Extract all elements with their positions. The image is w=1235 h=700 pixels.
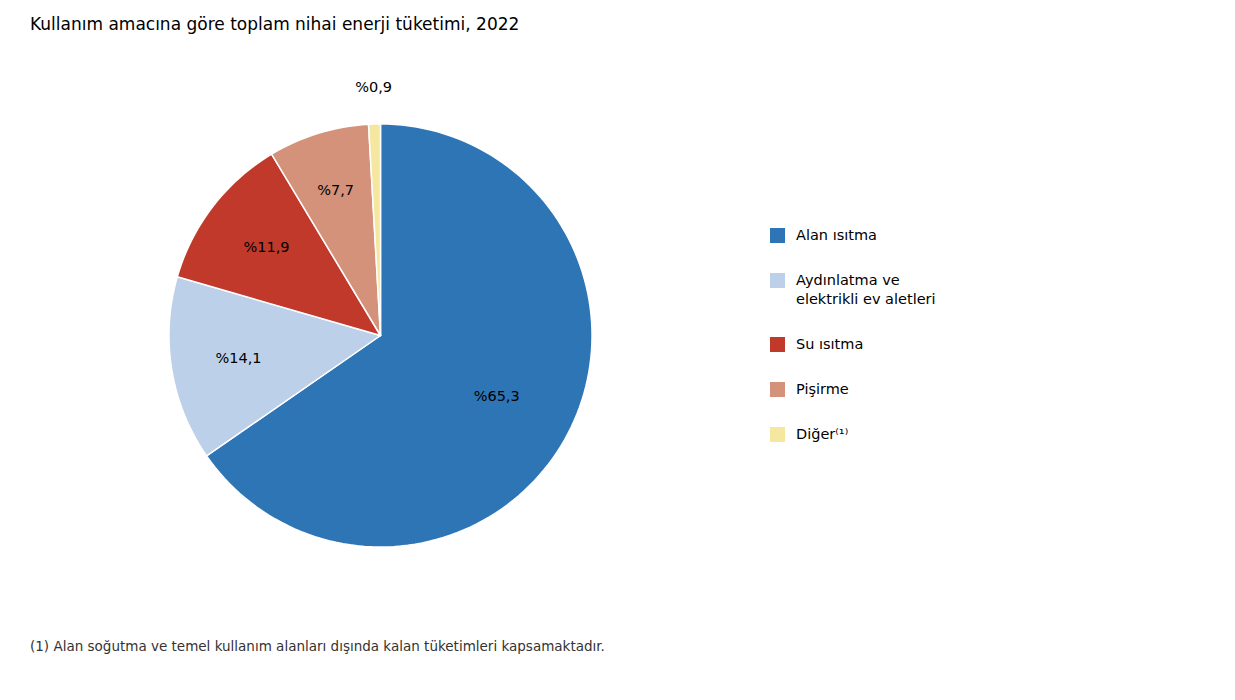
html-text:Aydınlatma ve elektrikli ev al: Aydınlatma ve elektrikli ev aletleri <box>796 272 936 308</box>
html-text:Su ısıtma: Su ısıtma <box>796 336 864 352</box>
html-text:Kullanım amacına göre toplam n: Kullanım amacına göre toplam nihai enerj… <box>30 14 520 34</box>
svg-text:%14,1: %14,1 <box>215 350 261 366</box>
html-text:Alan ısıtma: Alan ısıtma <box>796 227 877 244</box>
svg-text:%65,3: %65,3 <box>474 388 520 404</box>
html-text:(1) Alan soğutma ve temel kull: (1) Alan soğutma ve temel kullanım alanl… <box>30 638 605 654</box>
svg-text:%0,9: %0,9 <box>355 79 392 95</box>
svg-text:%11,9: %11,9 <box>243 239 289 255</box>
svg-text:%7,7: %7,7 <box>317 182 354 198</box>
html-text:Diğer⁽¹⁾: Diğer⁽¹⁾ <box>796 425 849 442</box>
html-text:Pişirme: Pişirme <box>796 380 849 397</box>
